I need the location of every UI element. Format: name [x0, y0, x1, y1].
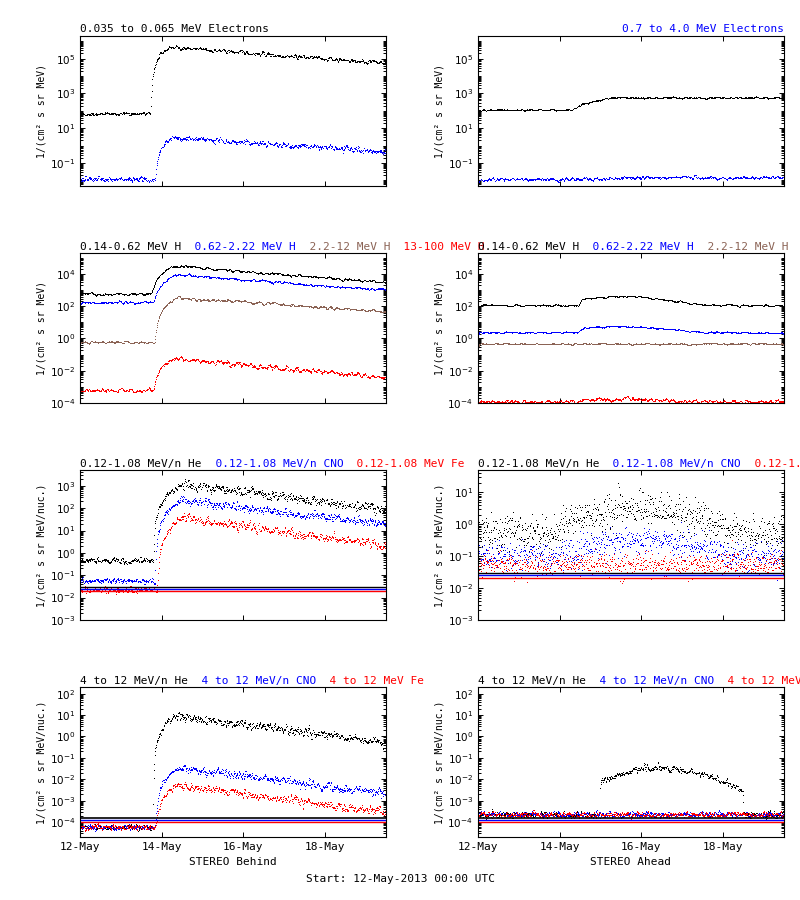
Text: 4 to 12 MeV Fe: 4 to 12 MeV Fe [316, 676, 424, 686]
X-axis label: STEREO Behind: STEREO Behind [189, 858, 277, 868]
Text: 0.7 to 4.0 MeV Electrons: 0.7 to 4.0 MeV Electrons [622, 23, 784, 34]
Text: 4 to 12 MeV Fe: 4 to 12 MeV Fe [714, 676, 800, 686]
Text: 0.12-1.08 MeV/n CNO: 0.12-1.08 MeV/n CNO [202, 459, 343, 469]
Text: 0.14-0.62 MeV H: 0.14-0.62 MeV H [80, 241, 182, 252]
Text: 4 to 12 MeV/n He: 4 to 12 MeV/n He [80, 676, 188, 686]
Text: 13-100 MeV H: 13-100 MeV H [390, 241, 485, 252]
Text: 2.2-12 MeV H: 2.2-12 MeV H [296, 241, 390, 252]
Text: 13-100 MeV H: 13-100 MeV H [789, 241, 800, 252]
Y-axis label: 1/(cm² s sr MeV): 1/(cm² s sr MeV) [37, 281, 46, 375]
Y-axis label: 1/(cm² s sr MeV/nuc.): 1/(cm² s sr MeV/nuc.) [37, 700, 46, 824]
Text: 0.14-0.62 MeV H: 0.14-0.62 MeV H [478, 241, 579, 252]
Text: 0.12-1.08 MeV/n He: 0.12-1.08 MeV/n He [80, 459, 202, 469]
Text: 0.62-2.22 MeV H: 0.62-2.22 MeV H [182, 241, 296, 252]
Y-axis label: 1/(cm² s sr MeV/nuc.): 1/(cm² s sr MeV/nuc.) [435, 483, 445, 607]
Text: 0.62-2.22 MeV H: 0.62-2.22 MeV H [579, 241, 694, 252]
Text: 4 to 12 MeV/n CNO: 4 to 12 MeV/n CNO [188, 676, 316, 686]
Y-axis label: 1/(cm² s sr MeV): 1/(cm² s sr MeV) [435, 64, 445, 158]
Y-axis label: 1/(cm² s sr MeV/nuc.): 1/(cm² s sr MeV/nuc.) [434, 700, 445, 824]
Text: 0.12-1.08 MeV Fe: 0.12-1.08 MeV Fe [741, 459, 800, 469]
Y-axis label: 1/(cm² s sr MeV/nuc.): 1/(cm² s sr MeV/nuc.) [37, 483, 47, 607]
Text: 0.035 to 0.065 MeV Electrons: 0.035 to 0.065 MeV Electrons [80, 23, 269, 34]
Text: Start: 12-May-2013 00:00 UTC: Start: 12-May-2013 00:00 UTC [306, 874, 494, 884]
Text: 2.2-12 MeV H: 2.2-12 MeV H [694, 241, 789, 252]
X-axis label: STEREO Ahead: STEREO Ahead [590, 858, 671, 868]
Text: 0.12-1.08 MeV/n CNO: 0.12-1.08 MeV/n CNO [599, 459, 741, 469]
Text: 0.12-1.08 MeV/n He: 0.12-1.08 MeV/n He [478, 459, 599, 469]
Text: 4 to 12 MeV/n He: 4 to 12 MeV/n He [478, 676, 586, 686]
Y-axis label: 1/(cm² s sr MeV): 1/(cm² s sr MeV) [37, 64, 47, 158]
Text: 4 to 12 MeV/n CNO: 4 to 12 MeV/n CNO [586, 676, 714, 686]
Text: 0.12-1.08 MeV Fe: 0.12-1.08 MeV Fe [343, 459, 465, 469]
Y-axis label: 1/(cm² s sr MeV): 1/(cm² s sr MeV) [434, 281, 445, 375]
